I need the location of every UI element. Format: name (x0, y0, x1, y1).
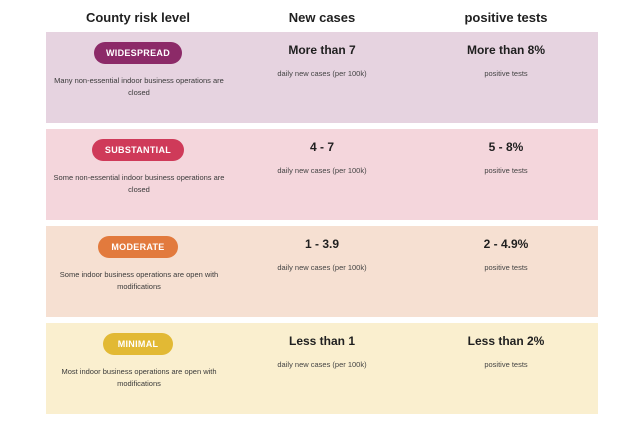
new-cases-value: 1 - 3.9 (304, 237, 340, 251)
positive-tests-unit: positive tests (484, 263, 528, 272)
new-cases-unit: daily new cases (per 100k) (277, 360, 367, 369)
risk-level-badge: MINIMAL (103, 333, 173, 355)
new-cases-value: 4 - 7 (309, 140, 334, 154)
risk-level-badge: WIDESPREAD (94, 42, 182, 64)
new-cases-unit: daily new cases (per 100k) (277, 69, 367, 78)
new-cases-value: More than 7 (288, 43, 356, 57)
new-cases-unit: daily new cases (per 100k) (277, 263, 367, 272)
risk-description: Some non-essential indoor business opera… (53, 173, 225, 194)
risk-description: Some indoor business operations are open… (59, 270, 219, 291)
risk-row-widespread: WIDESPREAD Many non-essential indoor bus… (46, 32, 598, 123)
positive-tests-value: 5 - 8% (488, 140, 524, 154)
positive-tests-unit: positive tests (484, 166, 528, 175)
new-cases-unit: daily new cases (per 100k) (277, 166, 367, 175)
new-cases-value: Less than 1 (288, 334, 356, 348)
header-county-risk-level: County risk level (85, 10, 191, 25)
header-new-cases: New cases (288, 10, 356, 25)
table-header: County risk level New cases positive tes… (0, 10, 640, 28)
risk-row-minimal: MINIMAL Most indoor business operations … (46, 323, 598, 414)
risk-description: Most indoor business operations are open… (61, 367, 217, 388)
positive-tests-value: 2 - 4.9% (483, 237, 529, 251)
risk-description: Many non-essential indoor business opera… (54, 76, 224, 97)
positive-tests-unit: positive tests (484, 360, 528, 369)
header-positive-tests: positive tests (464, 10, 548, 25)
risk-row-substantial: SUBSTANTIAL Some non-essential indoor bu… (46, 129, 598, 220)
positive-tests-value: More than 8% (466, 43, 545, 57)
positive-tests-unit: positive tests (484, 69, 528, 78)
risk-level-badge: MODERATE (98, 236, 178, 258)
risk-row-moderate: MODERATE Some indoor business operations… (46, 226, 598, 317)
positive-tests-value: Less than 2% (467, 334, 545, 348)
risk-level-badge: SUBSTANTIAL (92, 139, 184, 161)
